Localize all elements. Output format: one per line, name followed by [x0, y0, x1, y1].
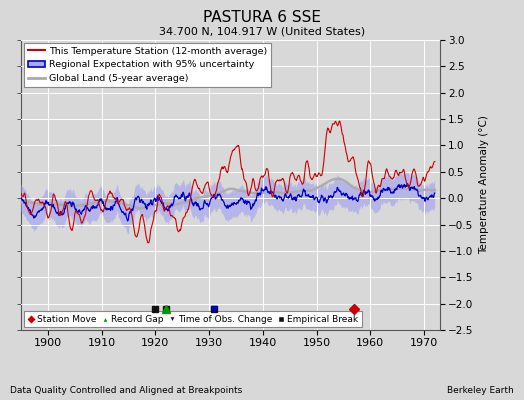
Text: Berkeley Earth: Berkeley Earth: [447, 386, 514, 395]
Legend: Station Move, Record Gap, Time of Obs. Change, Empirical Break: Station Move, Record Gap, Time of Obs. C…: [24, 311, 362, 327]
Y-axis label: Temperature Anomaly (°C): Temperature Anomaly (°C): [479, 116, 489, 254]
Text: 34.700 N, 104.917 W (United States): 34.700 N, 104.917 W (United States): [159, 26, 365, 36]
Text: Data Quality Controlled and Aligned at Breakpoints: Data Quality Controlled and Aligned at B…: [10, 386, 243, 395]
Text: PASTURA 6 SSE: PASTURA 6 SSE: [203, 10, 321, 25]
